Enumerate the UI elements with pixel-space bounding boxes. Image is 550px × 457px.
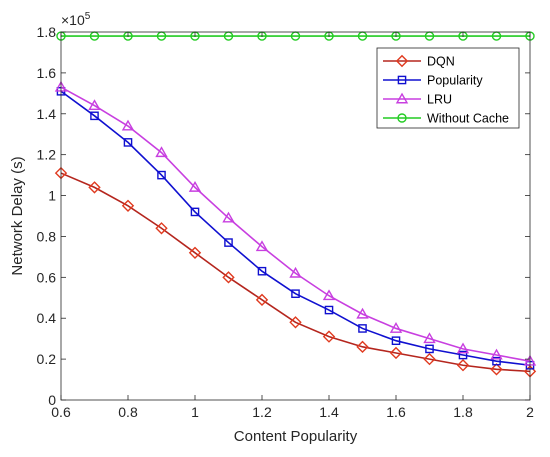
y-tick-label: 0 (48, 392, 56, 408)
data-point-popularity (324, 305, 334, 315)
data-point-lru (222, 211, 235, 223)
y-tick-label: 0.4 (37, 310, 57, 326)
legend-marker-without-cache (397, 113, 407, 123)
x-axis-title: Content Popularity (234, 428, 358, 445)
x-tick-label: 1.6 (386, 404, 406, 420)
data-point-lru (88, 99, 101, 111)
legend-entry-without-cache: Without Cache (383, 112, 509, 126)
data-point-lru (490, 348, 503, 360)
x-tick-label: 0.8 (118, 404, 138, 420)
data-point-lru (121, 119, 135, 131)
data-point-dqn (322, 330, 336, 343)
data-point-dqn (188, 246, 202, 259)
series-line-dqn (60, 172, 531, 373)
y-tick-label: 1.2 (37, 147, 57, 163)
data-point-dqn (222, 271, 235, 284)
x-tick-label: 1 (191, 404, 199, 420)
series-line-popularity (60, 90, 531, 367)
data-point-lru (322, 289, 336, 301)
y-tick-label: 1.4 (37, 106, 57, 122)
legend: DQN Popularity LRU Without Cache (376, 47, 520, 129)
series-layer (54, 31, 537, 378)
data-point-popularity (224, 238, 233, 247)
data-point-dqn (490, 363, 503, 376)
ticks-layer: 0.6 0.8 1 1.2 1.4 1.6 1.8 2 0 0.2 0.4 0.6 0.8 1 1.2 1.4… (37, 24, 535, 420)
data-point-popularity (425, 344, 434, 354)
data-point-popularity (391, 336, 401, 346)
data-point-dqn (389, 346, 403, 360)
legend-entries: DQN Popularity LRU Without Cache (383, 55, 509, 126)
y-tick-label: 1 (48, 188, 56, 204)
data-point-lru (188, 180, 202, 192)
series-line-lru (60, 86, 531, 362)
data-point-popularity (492, 356, 501, 366)
y-tick-label: 0.6 (37, 269, 57, 285)
data-point-lru (456, 342, 470, 354)
data-point-lru (389, 322, 403, 333)
data-point-lru (255, 240, 269, 252)
data-point-popularity (123, 138, 133, 147)
legend-marker-popularity (397, 75, 407, 85)
data-point-dqn (456, 359, 470, 372)
data-point-popularity (90, 111, 99, 121)
y-tick-label: 0.2 (37, 351, 57, 367)
x-tick-label: 1.4 (319, 404, 339, 420)
y-tick-label: 0.8 (37, 228, 57, 244)
data-point-popularity (291, 289, 300, 298)
legend-entry-popularity: Popularity (383, 74, 483, 88)
data-point-lru (289, 266, 302, 278)
legend-label-dqn: DQN (427, 55, 455, 69)
data-point-dqn (356, 340, 369, 354)
legend-marker-dqn (395, 54, 409, 68)
data-point-dqn (289, 316, 302, 329)
data-point-lru (155, 146, 168, 158)
legend-entry-lru: LRU (383, 93, 452, 107)
series-dqn (54, 166, 537, 378)
data-point-lru (423, 332, 436, 344)
x-tick-label: 2 (526, 404, 534, 420)
plot-frame (60, 31, 531, 401)
legend-marker-lru (395, 92, 409, 104)
legend-label-without-cache: Without Cache (427, 112, 509, 126)
data-point-dqn (121, 199, 135, 212)
legend-label-lru: LRU (427, 93, 452, 107)
data-point-lru (356, 307, 369, 319)
y-multiplier-exponent: 5 (85, 11, 91, 22)
y-tick-label: 1.8 (37, 24, 57, 40)
data-point-popularity (358, 324, 367, 333)
x-tick-label: 1.2 (252, 404, 272, 420)
x-tick-label: 1.8 (453, 404, 473, 420)
data-point-dqn (255, 293, 269, 307)
series-lru (54, 80, 537, 366)
data-point-dqn (423, 352, 436, 366)
axes-layer (60, 31, 531, 401)
data-point-dqn (155, 222, 168, 235)
legend-entry-dqn: DQN (383, 55, 455, 69)
x-tick-label: 0.6 (51, 404, 71, 420)
y-tick-label: 1.6 (37, 65, 57, 81)
legend-label-popularity: Popularity (427, 74, 483, 88)
data-point-popularity (157, 170, 166, 180)
data-point-dqn (88, 181, 101, 194)
data-point-popularity (257, 266, 267, 276)
y-multiplier-label: ×105 (61, 11, 91, 28)
y-axis-title: Network Delay (s) (9, 156, 26, 275)
data-point-popularity (190, 207, 200, 217)
data-point-popularity (458, 350, 468, 360)
